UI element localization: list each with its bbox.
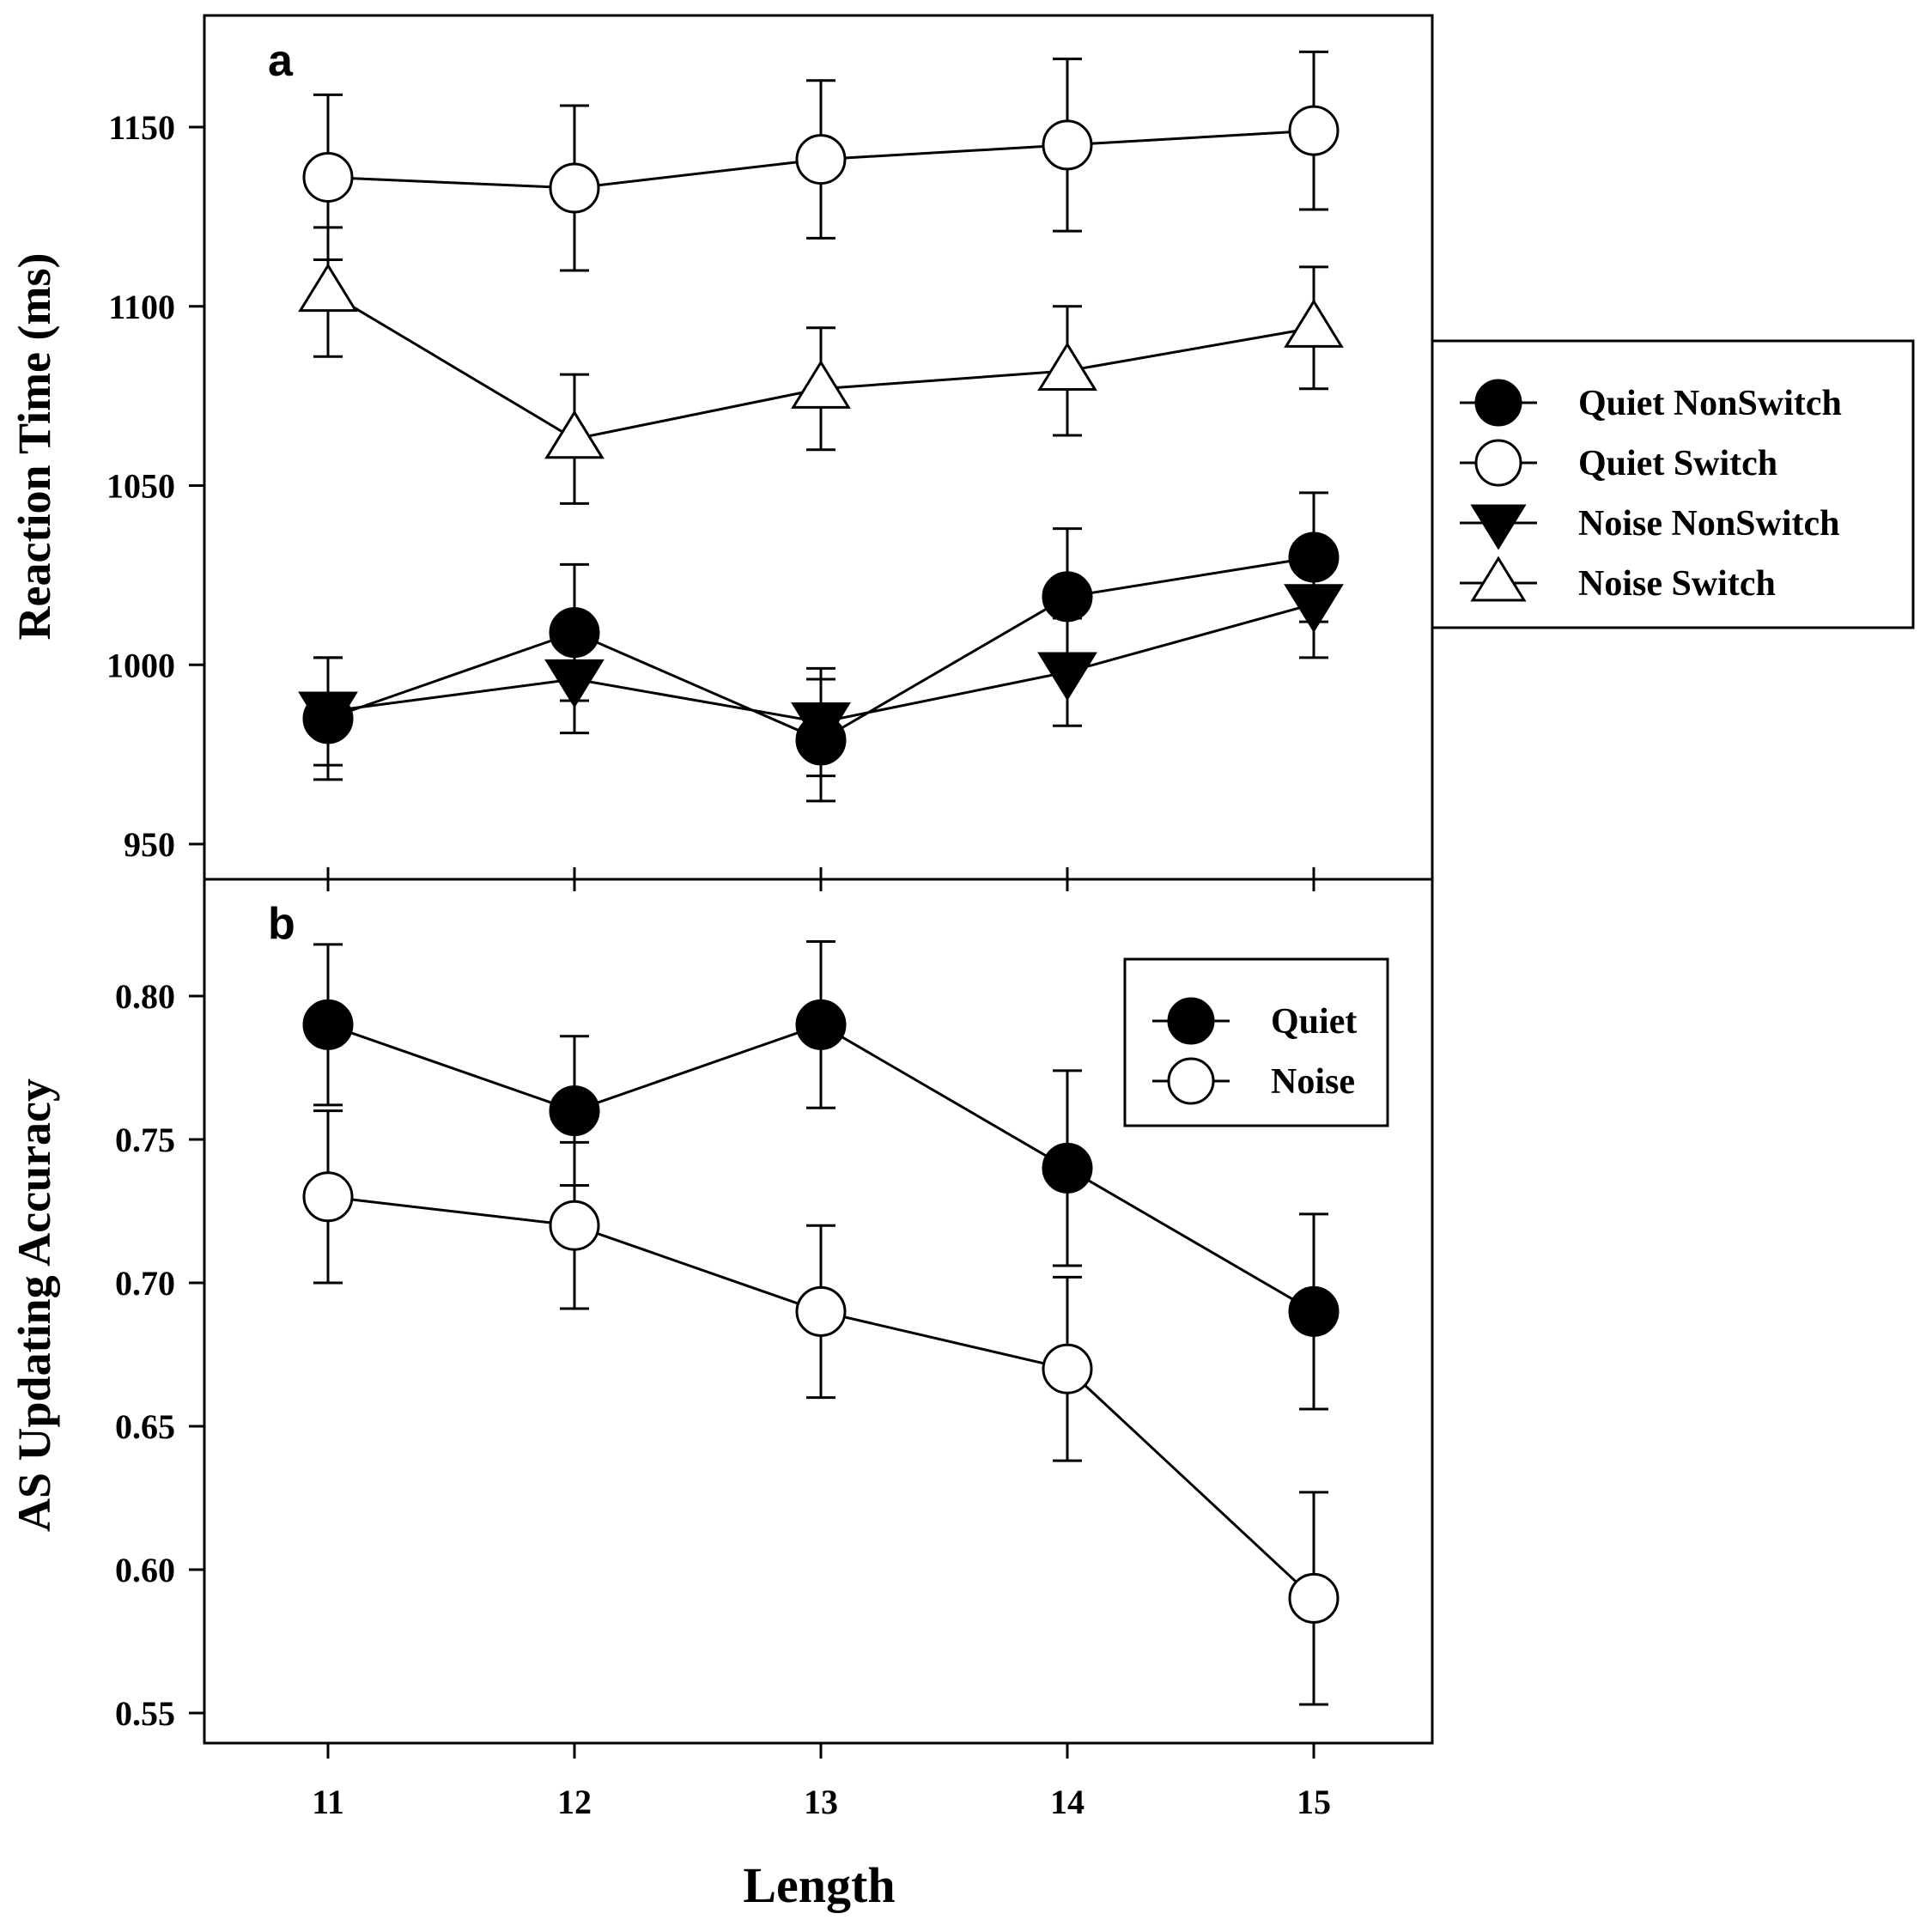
data-point — [1037, 342, 1097, 391]
y-tick-label: 0.60 — [115, 1551, 175, 1589]
data-point — [298, 691, 358, 741]
y-tick-label: 1100 — [108, 288, 175, 326]
data-point — [302, 1171, 354, 1223]
y-tick-label: 0.65 — [115, 1407, 175, 1446]
y-tick-label: 1050 — [106, 467, 175, 506]
y-tick-label: 0.70 — [115, 1264, 175, 1303]
data-point — [1288, 105, 1340, 156]
data-point — [1288, 1285, 1340, 1337]
data-point — [1042, 1142, 1093, 1194]
panel-b-label: b — [268, 899, 295, 949]
data-point — [549, 1200, 600, 1251]
x-tick-label: 12 — [557, 1783, 592, 1821]
data-point — [302, 151, 354, 203]
data-point — [302, 999, 354, 1050]
x-tick-label: 11 — [312, 1783, 344, 1821]
legend-label: Quiet NonSwitch — [1578, 384, 1842, 423]
data-point — [1288, 1572, 1340, 1624]
x-tick-label: 13 — [804, 1783, 838, 1821]
data-point — [1037, 652, 1097, 702]
data-point — [795, 134, 847, 185]
legend-label: Noise NonSwitch — [1578, 504, 1840, 544]
x-tick-label: 14 — [1050, 1783, 1085, 1821]
legend-label: Quiet — [1271, 1002, 1357, 1042]
panel-a-label: a — [268, 36, 294, 86]
data-point — [549, 162, 600, 214]
data-point — [1284, 299, 1344, 348]
data-point — [795, 999, 847, 1050]
series-markers-noise-switch — [298, 263, 1344, 459]
data-point — [791, 702, 851, 751]
legend-label: Noise Switch — [1578, 564, 1776, 604]
y-tick-label: 950 — [124, 825, 175, 864]
panel-b-legend: Quiet Noise — [1123, 957, 1389, 1127]
x-axis: 11 12 13 14 15 — [312, 867, 1331, 1821]
data-point — [1042, 119, 1093, 171]
legend-marker — [1470, 504, 1527, 550]
legend-marker — [1474, 439, 1522, 487]
panel-b-y-ticks: 0.55 0.60 0.65 0.70 0.75 0.80 — [115, 977, 204, 1733]
y-tick-label: 0.80 — [115, 977, 175, 1016]
data-point — [1042, 571, 1093, 623]
series-markers-noise — [302, 1171, 1340, 1624]
data-point — [1284, 584, 1344, 633]
panel-b-legend-box — [1123, 957, 1389, 1127]
data-point — [1042, 1343, 1093, 1394]
series-markers-noise-nonswitch — [298, 584, 1344, 751]
data-point — [791, 360, 851, 409]
data-point — [544, 410, 605, 459]
legend-marker — [1167, 1057, 1215, 1105]
data-point — [795, 1285, 847, 1337]
series-noise — [313, 1109, 1328, 1706]
panel-b: 0.55 0.60 0.65 0.70 0.75 0.80 b AS Updating A… — [9, 878, 1434, 1745]
legend-marker — [1470, 556, 1527, 602]
series-markers-quiet — [302, 999, 1340, 1337]
legend-marker — [1167, 997, 1215, 1045]
y-tick-label: 1150 — [108, 108, 175, 147]
panel-a-series — [298, 50, 1344, 803]
series-markers-quiet-switch — [302, 105, 1340, 214]
data-point — [549, 1085, 600, 1137]
panel-a: 950 1000 1050 1100 1150 a Reaction Time (ms)… — [9, 14, 1915, 881]
data-point — [549, 607, 600, 659]
legend-label: Quiet Switch — [1578, 444, 1777, 483]
x-axis-label: Length — [743, 1857, 895, 1913]
legend-marker — [1474, 379, 1522, 427]
legend-label: Noise — [1271, 1062, 1355, 1102]
y-tick-label: 1000 — [106, 646, 175, 684]
panel-b-y-axis-label: AS Updating Accuracy — [9, 1078, 60, 1532]
y-tick-label: 0.75 — [115, 1121, 175, 1159]
x-tick-label: 15 — [1297, 1783, 1331, 1821]
data-point — [1288, 532, 1340, 583]
y-tick-label: 0.55 — [115, 1694, 175, 1733]
panel-a-legend: Quiet NonSwitch Quiet Switch Noise NonSwit… — [1431, 339, 1915, 629]
panel-b-series — [302, 940, 1340, 1706]
data-point — [298, 263, 358, 313]
data-point — [544, 659, 605, 708]
panel-b-frame — [203, 878, 1434, 1745]
panel-a-y-ticks: 950 1000 1050 1100 1150 — [106, 108, 204, 864]
panel-a-y-axis-label: Reaction Time (ms) — [9, 253, 60, 641]
